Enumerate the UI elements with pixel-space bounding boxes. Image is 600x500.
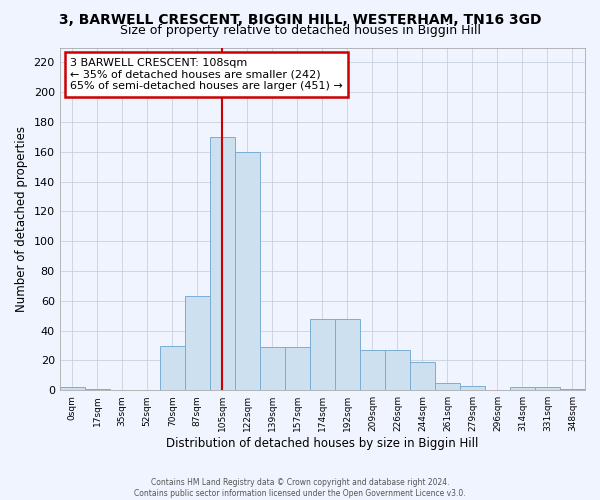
Bar [410,362,435,390]
Bar [385,350,410,390]
Text: 3 BARWELL CRESCENT: 108sqm
← 35% of detached houses are smaller (242)
65% of sem: 3 BARWELL CRESCENT: 108sqm ← 35% of deta… [70,58,343,91]
Bar [285,347,310,390]
Bar [260,347,285,390]
Bar [85,388,110,390]
Bar [210,137,235,390]
Text: Size of property relative to detached houses in Biggin Hill: Size of property relative to detached ho… [119,24,481,37]
Bar [535,387,560,390]
Bar [185,296,210,390]
Bar [560,388,585,390]
Bar [360,350,385,390]
X-axis label: Distribution of detached houses by size in Biggin Hill: Distribution of detached houses by size … [166,437,479,450]
Bar [59,387,85,390]
Bar [335,318,360,390]
Text: Contains HM Land Registry data © Crown copyright and database right 2024.
Contai: Contains HM Land Registry data © Crown c… [134,478,466,498]
Text: 3, BARWELL CRESCENT, BIGGIN HILL, WESTERHAM, TN16 3GD: 3, BARWELL CRESCENT, BIGGIN HILL, WESTER… [59,12,541,26]
Bar [460,386,485,390]
Bar [510,387,535,390]
Bar [160,346,185,390]
Bar [435,383,460,390]
Bar [310,318,335,390]
Bar [235,152,260,390]
Y-axis label: Number of detached properties: Number of detached properties [15,126,28,312]
